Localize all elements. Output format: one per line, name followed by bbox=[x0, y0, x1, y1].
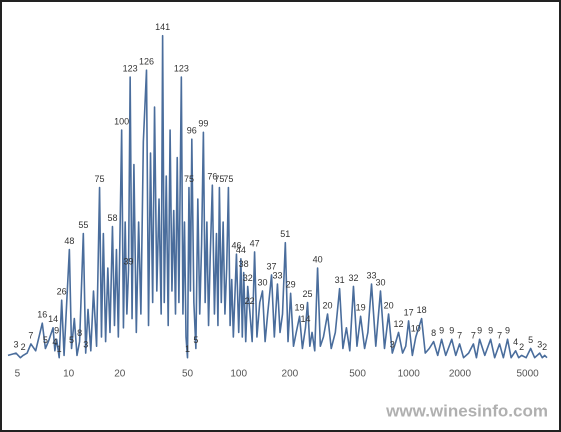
value-label: 16 bbox=[37, 310, 47, 320]
value-label: 39 bbox=[124, 257, 134, 267]
value-label: 2 bbox=[21, 342, 26, 352]
value-label: 75 bbox=[95, 174, 105, 184]
value-label: 29 bbox=[286, 280, 296, 290]
value-label: 12 bbox=[394, 319, 404, 329]
value-label: 4 bbox=[52, 337, 57, 347]
value-label: 47 bbox=[250, 238, 260, 248]
value-label: 20 bbox=[384, 300, 394, 310]
value-label: 14 bbox=[300, 314, 310, 324]
value-label: 3 bbox=[537, 339, 542, 349]
x-tick-label: 10 bbox=[63, 369, 75, 380]
value-label: 37 bbox=[267, 261, 277, 271]
value-label: 9 bbox=[477, 326, 482, 336]
x-tick-label: 50 bbox=[182, 369, 194, 380]
value-label: 5 bbox=[528, 335, 533, 345]
value-label: 2 bbox=[519, 342, 524, 352]
x-tick-label: 200 bbox=[282, 369, 299, 380]
value-label: 9 bbox=[54, 326, 59, 336]
value-label: 8 bbox=[431, 328, 436, 338]
value-label: 5 bbox=[43, 335, 48, 345]
value-label: 5 bbox=[69, 335, 74, 345]
value-label: 123 bbox=[174, 63, 189, 73]
value-label: 3 bbox=[390, 339, 395, 349]
value-label: 75 bbox=[214, 174, 224, 184]
x-tick-label: 2000 bbox=[449, 369, 472, 380]
value-label: 141 bbox=[155, 22, 170, 32]
value-label: 30 bbox=[257, 277, 267, 287]
value-label: 22 bbox=[245, 296, 255, 306]
value-label: 26 bbox=[57, 287, 67, 297]
value-label: 1 bbox=[185, 344, 190, 354]
value-label: 7 bbox=[457, 330, 462, 340]
value-label: 2 bbox=[542, 342, 547, 352]
value-label: 33 bbox=[272, 270, 282, 280]
line bbox=[7, 34, 548, 359]
value-label: 9 bbox=[488, 326, 493, 336]
value-label: 75 bbox=[223, 174, 233, 184]
value-label: 17 bbox=[404, 307, 414, 317]
value-label: 32 bbox=[348, 273, 358, 283]
value-label: 10 bbox=[411, 323, 421, 333]
value-label: 38 bbox=[239, 259, 249, 269]
watermark: www.winesinfo.com bbox=[385, 401, 548, 420]
value-label: 44 bbox=[236, 245, 246, 255]
value-label: 4 bbox=[513, 337, 518, 347]
value-label: 33 bbox=[367, 270, 377, 280]
value-label: 40 bbox=[313, 254, 323, 264]
value-label: 123 bbox=[123, 63, 138, 73]
value-label: 126 bbox=[139, 57, 154, 67]
value-label: 9 bbox=[449, 326, 454, 336]
value-label: 8 bbox=[77, 328, 82, 338]
value-label: 75 bbox=[184, 174, 194, 184]
value-label: 14 bbox=[48, 314, 58, 324]
value-label: 100 bbox=[114, 116, 129, 126]
value-label: 25 bbox=[303, 289, 313, 299]
value-label: 9 bbox=[439, 326, 444, 336]
value-label: 58 bbox=[107, 213, 117, 223]
value-label: 20 bbox=[323, 300, 333, 310]
value-label: 18 bbox=[417, 305, 427, 315]
value-label: 96 bbox=[187, 126, 197, 136]
value-label: 32 bbox=[243, 273, 253, 283]
x-tick-label: 20 bbox=[114, 369, 126, 380]
x-tick-label: 5000 bbox=[516, 369, 539, 380]
value-label: 3 bbox=[83, 339, 88, 349]
value-label: 9 bbox=[505, 326, 510, 336]
value-label: 30 bbox=[375, 277, 385, 287]
value-label: 3 bbox=[13, 339, 18, 349]
x-tick-label: 1000 bbox=[398, 369, 421, 380]
value-label: 7 bbox=[471, 330, 476, 340]
x-tick-label: 100 bbox=[230, 369, 247, 380]
value-label: 99 bbox=[198, 119, 208, 129]
value-label: 5 bbox=[193, 335, 198, 345]
value-label: 19 bbox=[356, 303, 366, 313]
value-label: 7 bbox=[28, 330, 33, 340]
value-label: 48 bbox=[64, 236, 74, 246]
value-label: 51 bbox=[280, 229, 290, 239]
value-label: 19 bbox=[295, 303, 305, 313]
value-label: 1 bbox=[57, 344, 62, 354]
x-tick-label: 5 bbox=[15, 369, 21, 380]
value-label: 31 bbox=[335, 275, 345, 285]
value-label: 76 bbox=[207, 172, 217, 182]
value-label: 55 bbox=[78, 220, 88, 230]
x-tick-label: 500 bbox=[349, 369, 366, 380]
value-label: 46 bbox=[231, 241, 241, 251]
value-label: 7 bbox=[497, 330, 502, 340]
